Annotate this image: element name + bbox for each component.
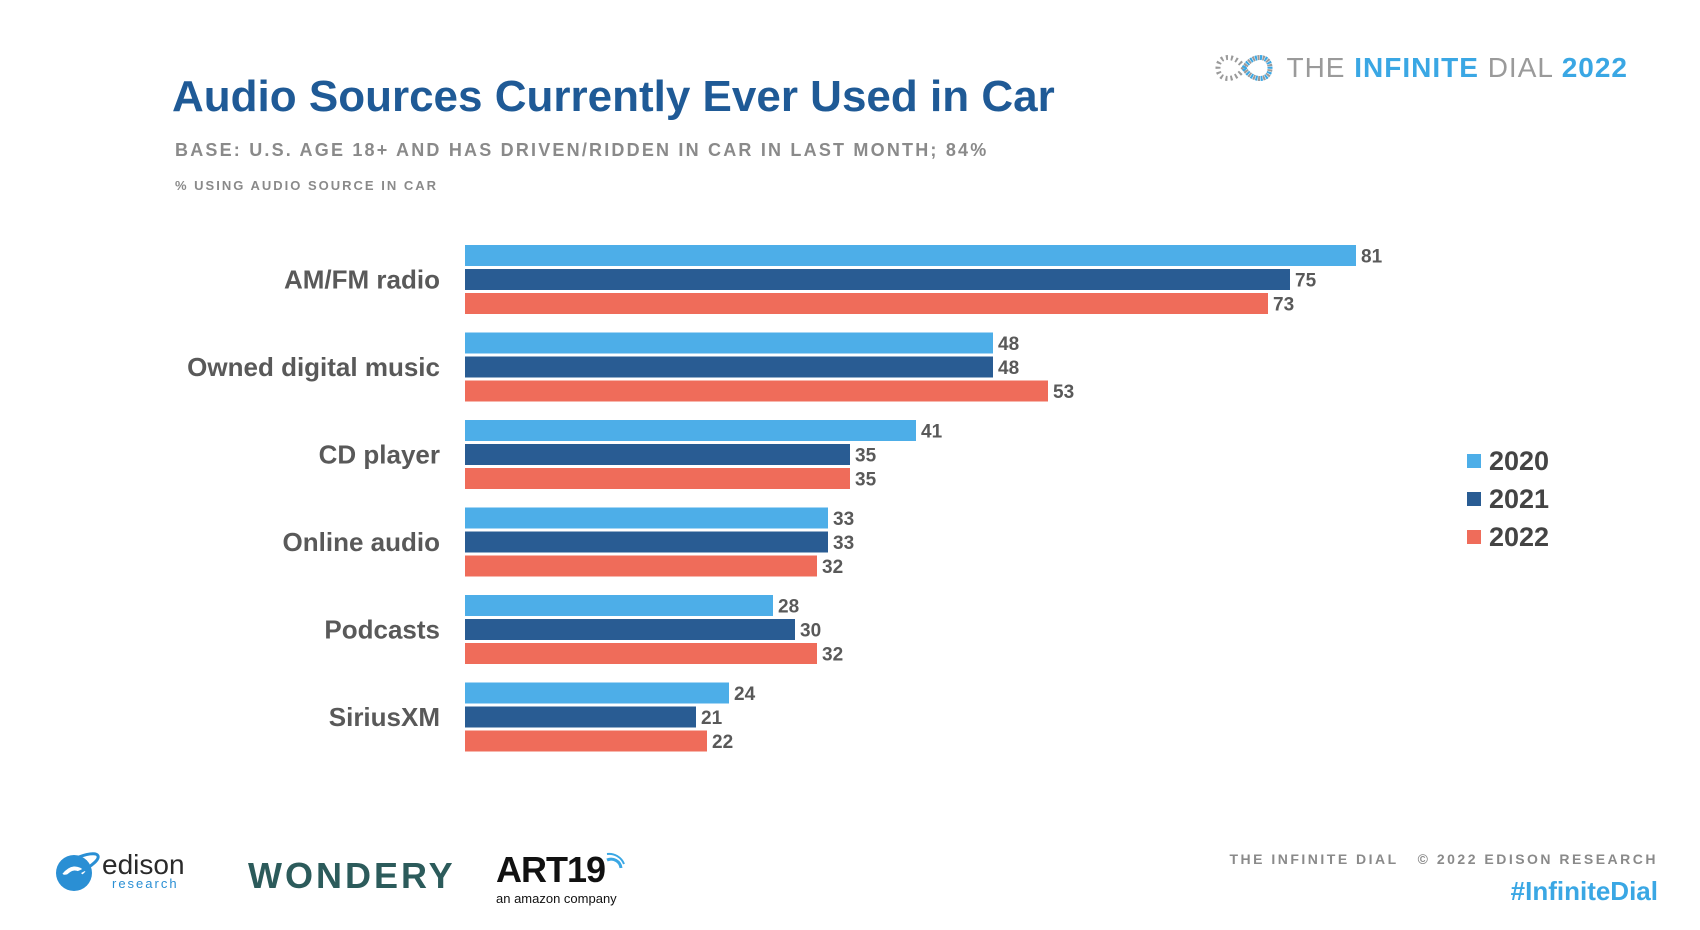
bar	[465, 595, 773, 616]
footer-credit: THE INFINITE DIAL © 2022 EDISON RESEARCH	[1229, 851, 1658, 867]
bar	[465, 555, 817, 577]
bar	[465, 643, 817, 664]
data-label: 35	[855, 446, 877, 467]
data-label: 73	[1273, 295, 1294, 316]
bar	[465, 444, 850, 465]
infinite-dial-brand: THE INFINITE DIAL 2022	[1212, 48, 1628, 88]
bar	[465, 619, 795, 640]
bar	[465, 507, 828, 529]
category-label: SiriusXM	[329, 702, 440, 732]
data-label: 32	[822, 645, 843, 666]
legend-label: 2020	[1489, 445, 1550, 476]
data-label: 41	[921, 422, 943, 443]
bar	[465, 293, 1268, 314]
infinity-logo-icon	[1215, 55, 1273, 81]
bar	[465, 531, 828, 553]
bar	[465, 420, 916, 441]
data-label: 48	[998, 334, 1019, 355]
category-label: Owned digital music	[187, 352, 440, 382]
data-label: 75	[1295, 271, 1317, 292]
chart-legend: 2020 2021 2022	[1467, 442, 1549, 556]
category-label: Online audio	[283, 527, 440, 557]
category-label: Podcasts	[324, 615, 440, 645]
legend-item-2020: 2020	[1467, 442, 1549, 480]
chart-base-note: BASE: U.S. AGE 18+ AND HAS DRIVEN/RIDDEN…	[175, 140, 989, 160]
edison-sub: research	[112, 876, 179, 891]
wondery-logo: WONDERY	[248, 855, 456, 896]
brand-infinite: INFINITE	[1354, 52, 1479, 83]
data-label: 33	[833, 533, 854, 554]
data-label: 22	[712, 732, 733, 753]
bar	[465, 245, 1356, 266]
data-label: 28	[778, 597, 799, 618]
brand-year: 2022	[1561, 52, 1628, 83]
art19-logo: ART19 an amazon company	[496, 852, 625, 906]
category-label: CD player	[319, 440, 440, 470]
bar	[465, 730, 707, 752]
legend-item-2021: 2021	[1467, 480, 1549, 518]
bar	[465, 706, 696, 728]
bar	[465, 380, 1048, 402]
art19-sub: an amazon company	[496, 891, 617, 906]
data-label: 21	[701, 708, 723, 729]
data-label: 81	[1361, 247, 1383, 268]
data-label: 53	[1053, 382, 1074, 403]
signal-arc-icon	[606, 852, 625, 869]
legend-label: 2021	[1489, 483, 1550, 514]
bar	[465, 468, 850, 489]
data-label: 33	[833, 509, 854, 530]
brand-the: THE	[1286, 52, 1346, 83]
data-label: 32	[822, 557, 843, 578]
edison-globe-icon	[56, 852, 100, 891]
data-label: 24	[734, 684, 756, 705]
data-label: 35	[855, 470, 877, 491]
art19-name: ART19	[496, 849, 606, 890]
data-label: 30	[800, 621, 821, 642]
legend-swatch	[1467, 530, 1481, 544]
data-label: 48	[998, 358, 1019, 379]
chart-title: Audio Sources Currently Ever Used in Car	[172, 72, 1055, 121]
legend-item-2022: 2022	[1467, 518, 1549, 556]
bar	[465, 269, 1290, 290]
bar	[465, 356, 993, 378]
legend-swatch	[1467, 492, 1481, 506]
brand-dial: DIAL	[1487, 52, 1553, 83]
edison-research-logo: edison research	[50, 845, 185, 897]
chart-measure-note: % USING AUDIO SOURCE IN CAR	[175, 178, 438, 193]
hashtag-link[interactable]: #InfiniteDial	[1510, 876, 1658, 906]
category-label: AM/FM radio	[284, 265, 440, 295]
edison-name: edison	[102, 849, 185, 880]
brand-name: THE INFINITE DIAL 2022	[1286, 52, 1628, 84]
legend-swatch	[1467, 454, 1481, 468]
bar	[465, 332, 993, 354]
legend-label: 2022	[1489, 521, 1550, 552]
bar	[465, 682, 729, 704]
